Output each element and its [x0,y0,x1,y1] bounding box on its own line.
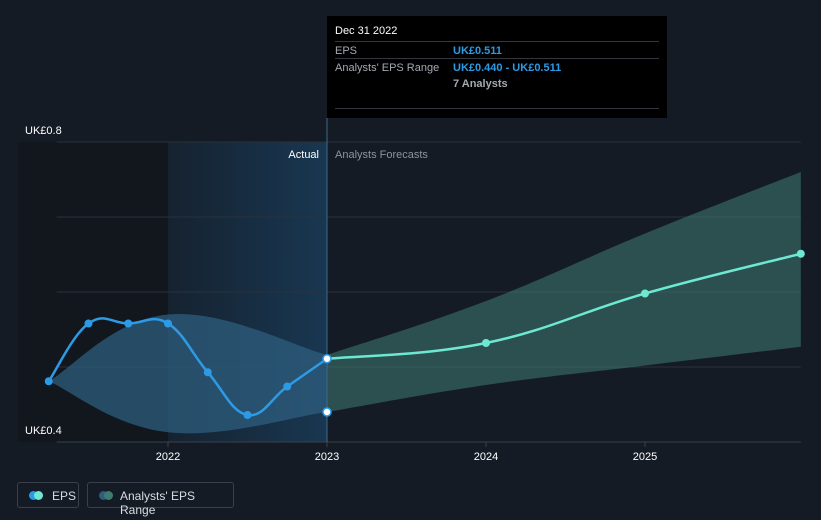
eps-point-1[interactable] [84,319,93,328]
tooltip-analysts: 7 Analysts [453,78,508,90]
forecast-point-1[interactable] [641,289,649,298]
x-tick-label-3: 2025 [633,451,657,463]
actual-label: Actual [288,149,319,161]
eps-current-point[interactable] [322,354,332,364]
legend-range[interactable]: Analysts' EPS Range [87,482,234,517]
tooltip-eps-value: UK£0.511 [453,45,502,57]
legend-range-label: Analysts' EPS Range [120,489,195,517]
x-tick-label-0: 2022 [156,451,180,463]
tooltip: Dec 31 2022 EPS UK£0.511 Analysts' EPS R… [327,16,667,118]
tooltip-range-row: Analysts' EPS Range UK£0.440 - UK£0.511 [335,58,659,77]
y-label-top: UK£0.8 [25,125,62,137]
x-tick-label-1: 2023 [315,451,339,463]
tooltip-range-label: Analysts' EPS Range [335,62,440,74]
tooltip-divider [335,108,659,109]
eps-point-3[interactable] [164,319,172,328]
eps-point-5[interactable] [243,411,252,419]
eps-point-2[interactable] [124,319,133,328]
range-band-past [48,314,327,434]
range-low-point[interactable] [322,407,332,417]
tooltip-eps-row: EPS UK£0.511 [335,41,659,60]
forecast-point-0[interactable] [482,339,490,347]
range-band-forecast [327,172,801,412]
range-legend-icon [99,491,115,500]
y-label-bottom: UK£0.4 [25,425,62,437]
eps-point-0[interactable] [44,377,53,386]
tooltip-range-value: UK£0.440 - UK£0.511 [453,62,562,74]
forecast-point-2[interactable] [796,249,805,258]
eps-point-6[interactable] [283,382,292,391]
forecast-label: Analysts Forecasts [335,149,428,161]
eps-legend-icon [29,491,45,500]
tooltip-eps-label: EPS [335,45,358,57]
legend-eps[interactable]: EPS [17,482,79,508]
forecast-line [326,252,802,360]
tooltip-date: Dec 31 2022 [335,25,398,37]
legend-eps-label: EPS [52,489,77,503]
tooltip-analysts-row: 7 Analysts [335,75,659,93]
x-tick-label-2: 2024 [474,451,498,463]
eps-point-4[interactable] [203,368,212,377]
